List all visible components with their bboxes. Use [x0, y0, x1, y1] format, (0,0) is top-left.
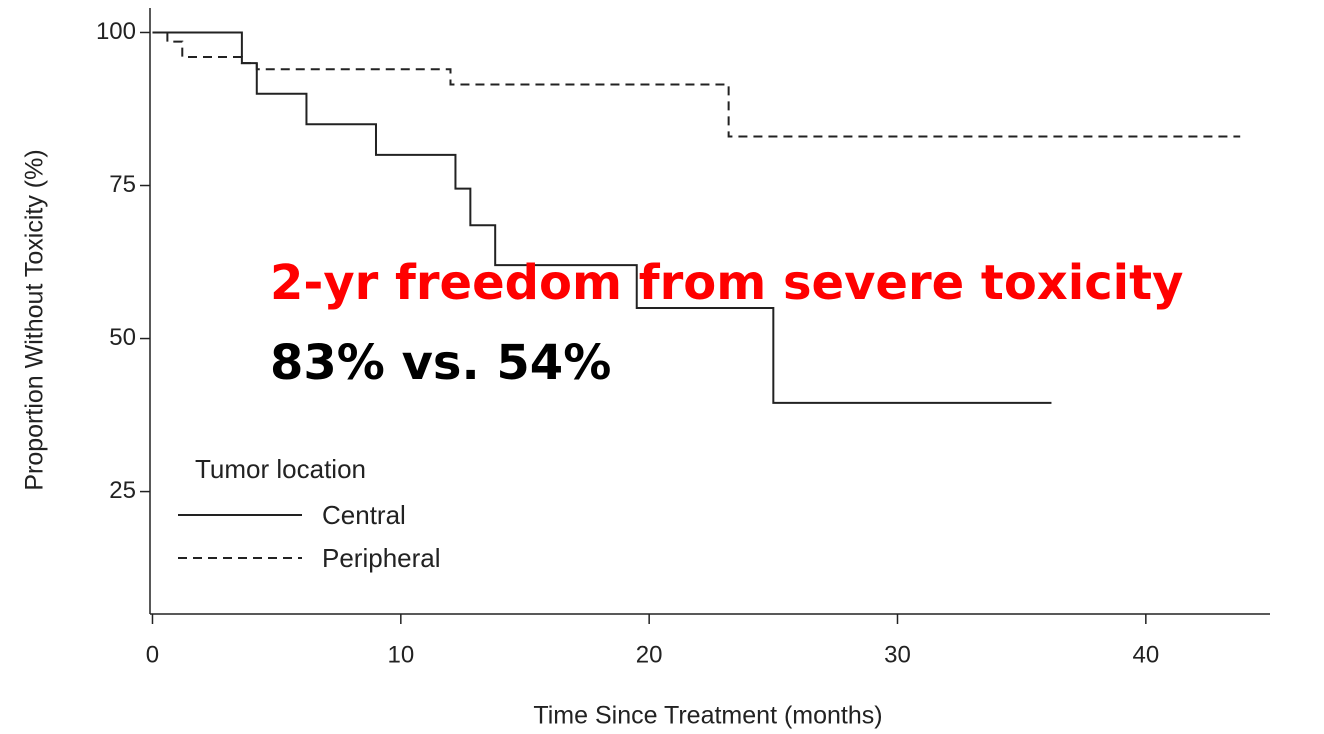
- annotation: 2-yr freedom from severe toxicity: [270, 255, 1183, 311]
- x-tick-label: 10: [387, 641, 414, 668]
- x-tick-label: 30: [884, 641, 911, 668]
- x-tick-label: 40: [1132, 641, 1159, 668]
- survival-curve: [152, 31, 1241, 138]
- legend-label: Peripheral: [322, 543, 441, 573]
- y-tick-label: 75: [109, 171, 136, 198]
- annotation: 83% vs. 54%: [270, 335, 611, 391]
- x-axis-label: Time Since Treatment (months): [533, 702, 882, 730]
- x-tick-label: 0: [146, 641, 159, 668]
- y-tick-label: 50: [109, 324, 136, 351]
- y-axis-label: Proportion Without Toxicity (%): [21, 149, 49, 490]
- y-tick-label: 25: [109, 477, 136, 504]
- legend-title: Tumor location: [195, 454, 366, 484]
- y-tick-label: 100: [96, 18, 136, 45]
- legend-label: Central: [322, 500, 406, 530]
- x-tick-label: 20: [636, 641, 663, 668]
